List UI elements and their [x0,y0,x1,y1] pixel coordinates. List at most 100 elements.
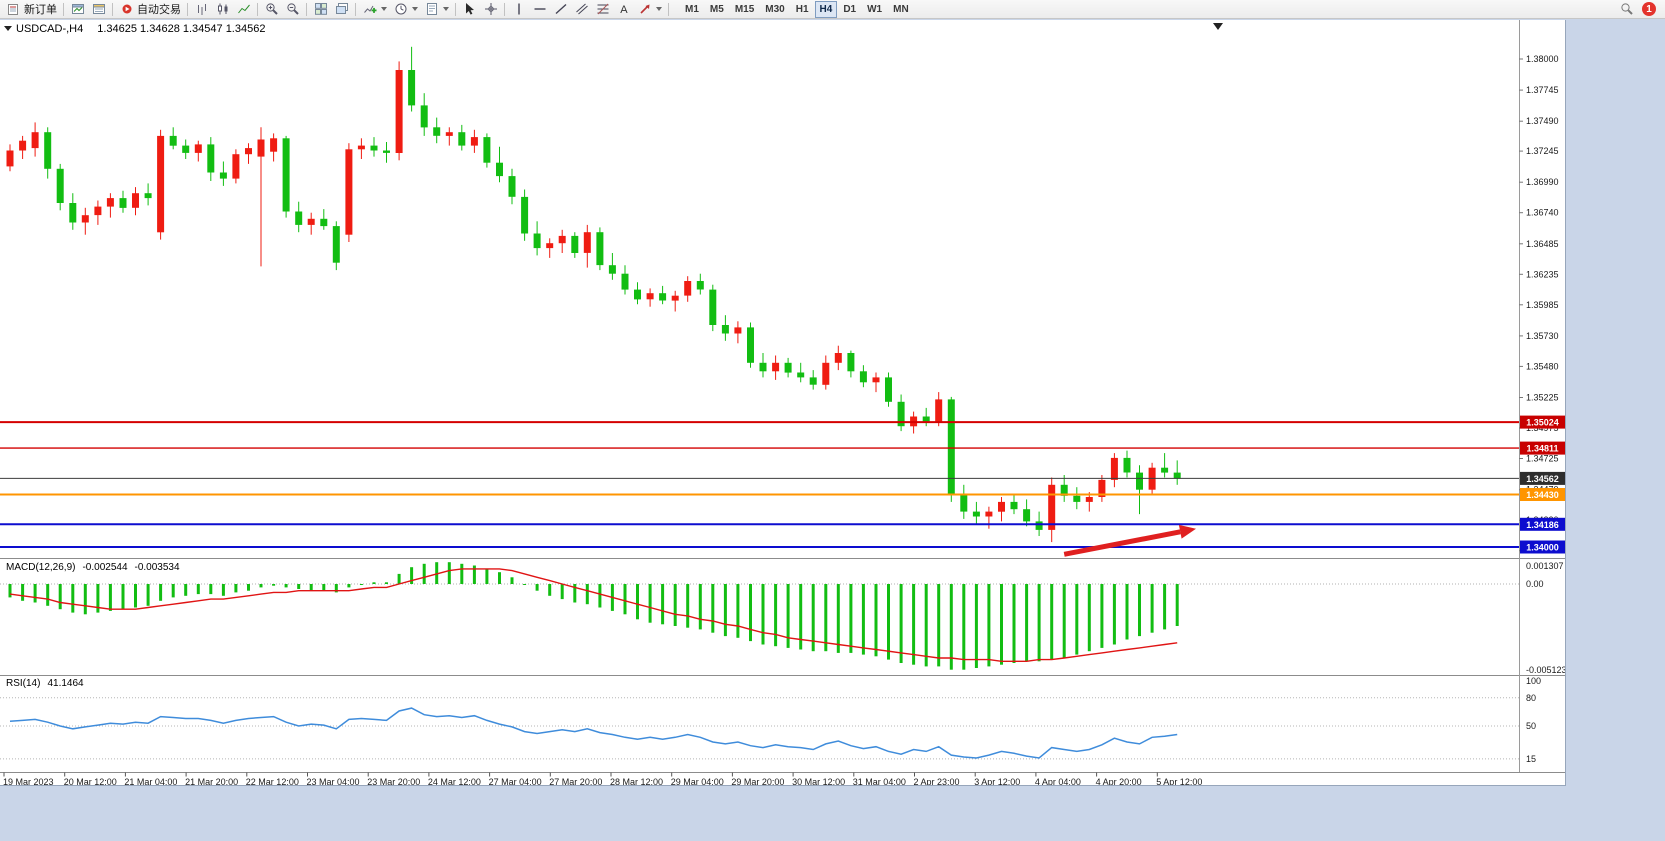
line-chart-button[interactable] [233,1,254,18]
chart-title: USDCAD-,H4 1.34625 1.34628 1.34547 1.345… [16,23,265,35]
vertical-line-icon [511,2,526,17]
zoom-in-button[interactable] [261,1,282,18]
macd-signal-value: -0.003534 [134,562,180,573]
bar-chart-button[interactable] [191,1,212,18]
separator [112,2,113,16]
separator [455,2,456,16]
cursor-icon [462,2,477,17]
template-icon [424,2,439,17]
templates-button[interactable] [421,1,452,18]
vertical-line-button[interactable] [508,1,529,18]
periods-button[interactable] [390,1,421,18]
macd-axis-label: 0.001307 [1526,561,1564,571]
price-axis-label: 1.36235 [1526,269,1559,279]
time-axis-label: 31 Mar 04:00 [853,777,906,785]
trendline-button[interactable] [550,1,571,18]
horizontal-line-button[interactable] [529,1,550,18]
chart-window-icon [70,2,85,17]
timeframe-h4[interactable]: H4 [814,0,838,18]
crosshair-icon [483,2,498,17]
time-axis-label: 27 Mar 20:00 [549,777,602,785]
timeframe-d1[interactable]: D1 [843,3,857,15]
time-axis-label: 28 Mar 12:00 [610,777,663,785]
support-lower-badge-label: 1.34000 [1526,543,1559,553]
time-axis-label: 23 Mar 20:00 [367,777,420,785]
price-axis-label: 1.38000 [1526,54,1559,64]
trend-arrow-head[interactable] [1178,524,1196,539]
price-axis-label: 1.35480 [1526,361,1559,371]
candlestick-chart-button[interactable] [212,1,233,18]
chart-canvas[interactable]: 1.38000 1.37745 1.37490 1.37245 1.36990 1.367… [0,20,1565,785]
time-axis-label: 2 Apr 23:00 [914,777,960,785]
chart-window[interactable]: 1.38000 1.37745 1.37490 1.37245 1.36990 1.367… [0,20,1566,786]
tile-windows-button[interactable] [310,1,331,18]
timeframe-h1[interactable]: H1 [795,3,809,15]
auto-trading-button[interactable]: 自动交易 [116,1,184,18]
new-order-icon [6,2,21,17]
macd-indicator-label: MACD(12,26,9) -0.002544 -0.003534 [6,562,180,573]
price-axis-label: 1.35985 [1526,300,1559,310]
new-order-button[interactable]: 新订单 [3,1,60,18]
timeframe-w1[interactable]: W1 [867,3,883,15]
time-axis-label: 4 Apr 04:00 [1035,777,1081,785]
fibonacci-button[interactable] [592,1,613,18]
indicators-caret-icon [381,7,387,11]
profiles-button[interactable] [88,1,109,18]
pivot-orange-badge-label: 1.34430 [1526,490,1559,500]
indicators-button[interactable] [359,1,390,18]
chart-dropdown-arrow-icon[interactable] [4,26,12,31]
market-watch-button[interactable] [67,1,88,18]
chart-shift-marker-icon[interactable] [1213,23,1223,30]
time-axis-label: 24 Mar 12:00 [428,777,481,785]
svg-text:A: A [620,4,628,16]
profiles-icon [91,2,106,17]
arrows-button[interactable] [634,1,665,18]
trendline-icon [553,2,568,17]
price-axis-label: 1.36485 [1526,239,1559,249]
search-icon[interactable] [1619,2,1634,17]
current-price-badge [1520,471,1565,485]
zoom-out-button[interactable] [282,1,303,18]
price-axis-label: 1.34725 [1526,454,1559,464]
trend-arrow-shaft[interactable] [1063,529,1181,557]
macd-axis-label: -0.005123 [1526,665,1565,675]
timeframe-group: M1 M5 M15 M30 H1 H4 D1 W1 MN [680,0,914,18]
time-axis-label: 20 Mar 12:00 [64,777,117,785]
resistance-upper-badge [1520,415,1565,429]
support-lower-badge [1520,540,1565,554]
timeframe-mn[interactable]: MN [893,3,909,15]
separator [63,2,64,16]
notification-badge[interactable]: 1 [1642,2,1656,16]
macd-signal-line [9,568,1178,662]
rsi-name: RSI(14) [6,678,41,689]
auto-trading-label: 自动交易 [137,4,181,16]
timeframe-m30[interactable]: M30 [765,3,785,15]
timeframe-m1[interactable]: M1 [685,3,699,15]
templates-caret-icon [443,7,449,11]
text-button[interactable]: A [613,1,634,18]
rsi-value: 41.1464 [47,678,84,689]
time-axis-label: 29 Mar 20:00 [731,777,784,785]
cursor-button[interactable] [459,1,480,18]
auto-trading-icon [119,2,134,17]
channel-icon [574,2,589,17]
timeframe-m5[interactable]: M5 [709,3,724,15]
timeframe-m15[interactable]: M15 [734,3,755,15]
separator [668,2,669,16]
main-toolbar: 新订单 自动交易 A M1 M5 M15 M30 H1 H4 D1 W1 MN [0,0,1665,19]
arrows-caret-icon [656,7,662,11]
line-chart-icon [236,2,251,17]
time-axis-label: 4 Apr 20:00 [1096,777,1142,785]
zoom-out-icon [285,2,300,17]
price-axis-label: 1.37245 [1526,146,1559,156]
time-axis-label: 23 Mar 04:00 [307,777,360,785]
price-axis-label: 1.35225 [1526,393,1559,403]
cascade-windows-icon [334,2,349,17]
cascade-windows-button[interactable] [331,1,352,18]
bar-chart-icon [194,2,209,17]
toolbar-right-group: 1 [1619,2,1662,17]
rsi-axis-label: 50 [1526,721,1536,731]
time-axis-label: 21 Mar 20:00 [185,777,238,785]
crosshair-button[interactable] [480,1,501,18]
channel-button[interactable] [571,1,592,18]
